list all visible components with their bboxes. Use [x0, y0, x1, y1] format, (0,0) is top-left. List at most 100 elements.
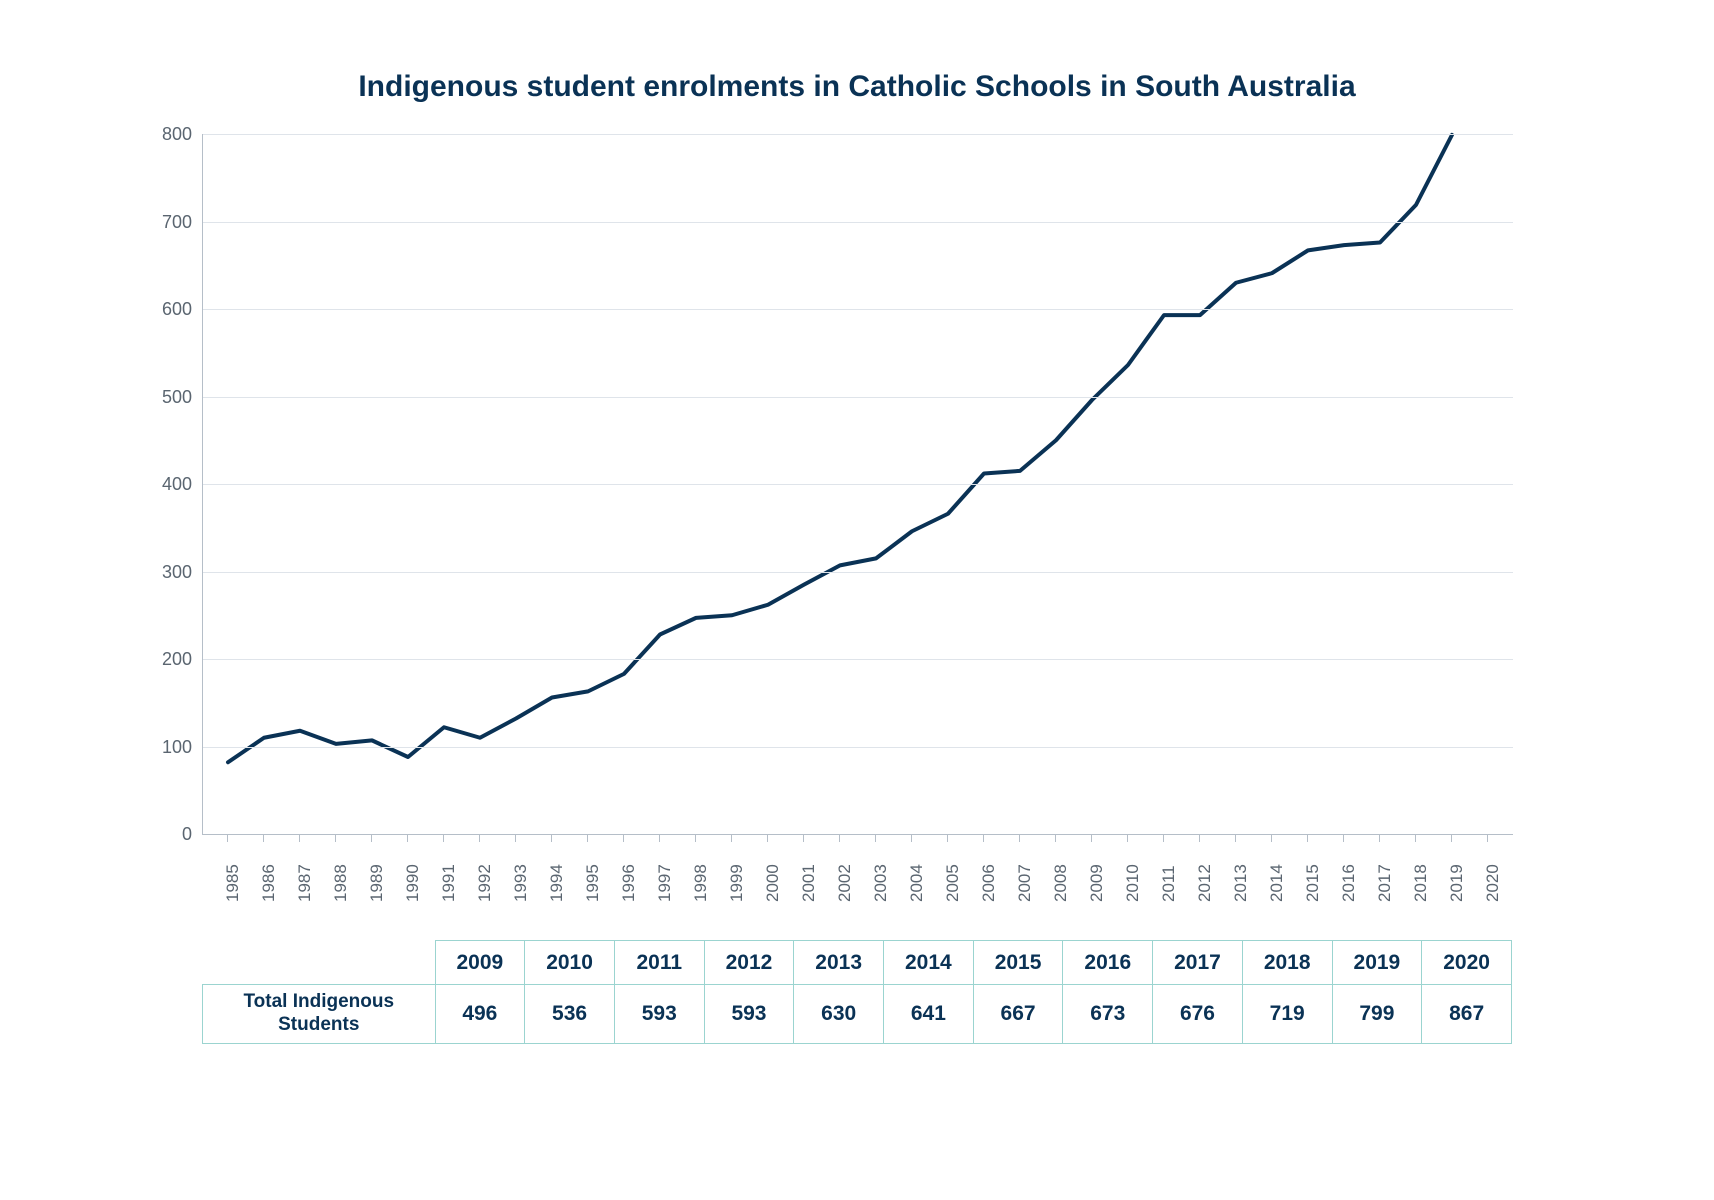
- x-tick-mark: [695, 834, 696, 842]
- x-tick-mark: [1415, 834, 1416, 842]
- x-tick-label: 1998: [691, 864, 711, 902]
- table-header-cell: 2012: [704, 941, 794, 985]
- table-header-cell: 2015: [973, 941, 1063, 985]
- x-tick-mark: [299, 834, 300, 842]
- x-tick-mark: [875, 834, 876, 842]
- x-tick-mark: [947, 834, 948, 842]
- table-header-cell: 2013: [794, 941, 884, 985]
- x-tick-label: 2003: [871, 864, 891, 902]
- table-header-cell: 2009: [435, 941, 525, 985]
- x-tick-label: 2009: [1087, 864, 1107, 902]
- table-value-cell: 536: [525, 985, 615, 1044]
- x-tick-label: 2001: [799, 864, 819, 902]
- x-tick-label: 1995: [583, 864, 603, 902]
- x-tick-label: 1997: [655, 864, 675, 902]
- x-tick-mark: [1271, 834, 1272, 842]
- y-tick-label: 400: [162, 475, 192, 493]
- chart-area: 0100200300400500600700800 19851986198719…: [202, 134, 1512, 835]
- table-row-label: Total Indigenous Students: [203, 985, 436, 1044]
- y-tick-label: 500: [162, 388, 192, 406]
- table-value-cell: 593: [704, 985, 794, 1044]
- table-header-cell: 2018: [1242, 941, 1332, 985]
- x-tick-label: 2018: [1411, 864, 1431, 902]
- x-tick-mark: [515, 834, 516, 842]
- x-tick-label: 2017: [1375, 864, 1395, 902]
- gridline: [203, 222, 1513, 223]
- y-tick-label: 300: [162, 563, 192, 581]
- gridline: [203, 134, 1513, 135]
- table-data-row: Total Indigenous Students496536593593630…: [203, 985, 1512, 1044]
- table-value-cell: 673: [1063, 985, 1153, 1044]
- x-tick-label: 1985: [223, 864, 243, 902]
- chart-title: Indigenous student enrolments in Catholi…: [172, 70, 1542, 104]
- y-tick-label: 700: [162, 213, 192, 231]
- x-tick-label: 2002: [835, 864, 855, 902]
- data-table: 2009201020112012201320142015201620172018…: [202, 940, 1512, 1044]
- x-tick-label: 2000: [763, 864, 783, 902]
- table-blank-cell: [203, 941, 436, 985]
- x-tick-mark: [983, 834, 984, 842]
- x-tick-mark: [1163, 834, 1164, 842]
- x-tick-mark: [1307, 834, 1308, 842]
- y-axis-labels: 0100200300400500600700800: [147, 134, 192, 834]
- x-tick-label: 2008: [1051, 864, 1071, 902]
- x-tick-label: 1986: [259, 864, 279, 902]
- gridline: [203, 484, 1513, 485]
- table-value-cell: 676: [1153, 985, 1243, 1044]
- x-tick-label: 1989: [367, 864, 387, 902]
- table-value-cell: 719: [1242, 985, 1332, 1044]
- x-tick-mark: [587, 834, 588, 842]
- x-tick-mark: [263, 834, 264, 842]
- x-tick-mark: [911, 834, 912, 842]
- table-value-cell: 867: [1422, 985, 1512, 1044]
- x-tick-mark: [227, 834, 228, 842]
- x-tick-label: 1994: [547, 864, 567, 902]
- x-tick-label: 2011: [1159, 865, 1179, 902]
- table-value-cell: 667: [973, 985, 1063, 1044]
- x-tick-mark: [443, 834, 444, 842]
- gridline: [203, 659, 1513, 660]
- x-tick-label: 2013: [1231, 864, 1251, 902]
- x-tick-label: 1988: [331, 864, 351, 902]
- table-value-cell: 593: [614, 985, 704, 1044]
- y-tick-label: 100: [162, 738, 192, 756]
- x-tick-label: 2016: [1339, 864, 1359, 902]
- x-tick-label: 2019: [1447, 864, 1467, 902]
- x-axis-labels: 1985198619871988198919901991199219931994…: [202, 842, 1512, 902]
- table-header-cell: 2014: [884, 941, 974, 985]
- x-tick-label: 2020: [1483, 864, 1503, 902]
- x-tick-mark: [1487, 834, 1488, 842]
- x-tick-mark: [551, 834, 552, 842]
- x-tick-label: 2004: [907, 864, 927, 902]
- x-tick-mark: [335, 834, 336, 842]
- x-tick-label: 1999: [727, 864, 747, 902]
- x-tick-label: 2012: [1195, 864, 1215, 902]
- table-header-row: 2009201020112012201320142015201620172018…: [203, 941, 1512, 985]
- table-header-cell: 2017: [1153, 941, 1243, 985]
- x-tick-label: 2014: [1267, 864, 1287, 902]
- x-tick-label: 1987: [295, 864, 315, 902]
- table-header-cell: 2010: [525, 941, 615, 985]
- y-tick-label: 0: [182, 825, 192, 843]
- x-tick-mark: [371, 834, 372, 842]
- x-tick-mark: [1055, 834, 1056, 842]
- x-tick-mark: [1019, 834, 1020, 842]
- table-header-cell: 2019: [1332, 941, 1422, 985]
- x-tick-mark: [1199, 834, 1200, 842]
- table-header-cell: 2011: [614, 941, 704, 985]
- gridline: [203, 747, 1513, 748]
- gridline: [203, 309, 1513, 310]
- x-tick-mark: [839, 834, 840, 842]
- x-tick-mark: [767, 834, 768, 842]
- table-value-cell: 799: [1332, 985, 1422, 1044]
- x-tick-mark: [1379, 834, 1380, 842]
- table-value-cell: 496: [435, 985, 525, 1044]
- x-tick-label: 1996: [619, 864, 639, 902]
- x-tick-label: 1993: [511, 864, 531, 902]
- x-tick-mark: [1127, 834, 1128, 842]
- x-tick-mark: [731, 834, 732, 842]
- gridline: [203, 572, 1513, 573]
- x-tick-label: 2010: [1123, 864, 1143, 902]
- x-tick-mark: [479, 834, 480, 842]
- x-tick-label: 2015: [1303, 864, 1323, 902]
